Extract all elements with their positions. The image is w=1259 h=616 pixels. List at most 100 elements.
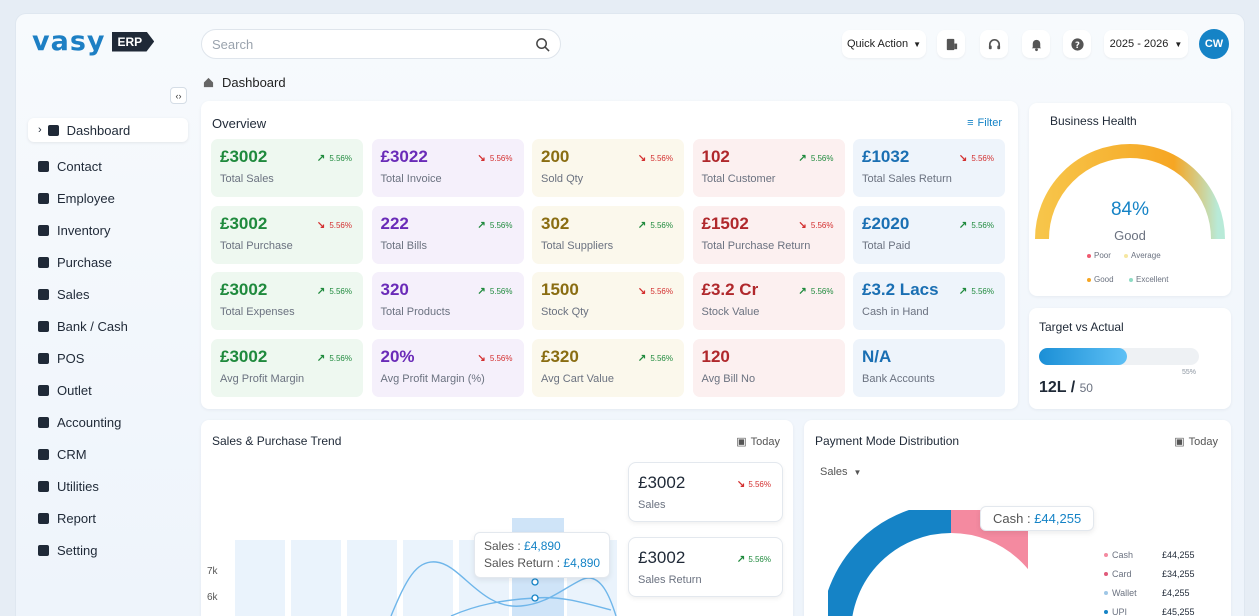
- kpi-value: 102: [701, 147, 730, 166]
- kpi-value: £2020: [862, 213, 910, 233]
- kpi-value: £3002: [220, 213, 268, 233]
- avatar[interactable]: CW: [1199, 29, 1229, 59]
- kpi-tile[interactable]: £3002 Total Sales ↗ 5.56%: [211, 139, 363, 197]
- kpi-change: ↘ 5.56%: [477, 153, 512, 164]
- sidebar-item-inventory[interactable]: Inventory: [28, 218, 188, 242]
- payment-type-select[interactable]: Sales ▼: [820, 466, 861, 478]
- business-health-title: Business Health: [1050, 114, 1137, 128]
- sidebar-item-purchase[interactable]: Purchase: [28, 250, 188, 274]
- kpi-tile[interactable]: 222 Total Bills ↗ 5.56%: [371, 205, 524, 264]
- brand-logo[interactable]: vasy ERP: [32, 26, 155, 57]
- kpi-tile[interactable]: 20% Avg Profit Margin (%) ↘ 5.56%: [371, 338, 524, 397]
- legend-dot: [1104, 553, 1108, 557]
- kpi-tile[interactable]: N/A Bank Accounts: [853, 338, 1005, 397]
- legend-poor: Poor: [1087, 251, 1111, 260]
- legend-label: Poor: [1094, 251, 1111, 260]
- sidebar-item-sales[interactable]: Sales: [28, 282, 188, 306]
- sidebar-item-label: Accounting: [57, 414, 122, 430]
- sidebar-item-accounting[interactable]: Accounting: [28, 410, 188, 434]
- kpi-change: ↗ 5.56%: [959, 286, 994, 297]
- mini-label: Sales: [638, 499, 666, 511]
- kpi-tile[interactable]: £3002 Total Purchase ↘ 5.56%: [211, 205, 363, 264]
- kpi-change: ↘ 5.56%: [798, 220, 833, 231]
- kpi-change-value: 5.56%: [650, 353, 673, 363]
- trend-period-label: Today: [750, 435, 780, 448]
- kpi-tile[interactable]: £3022 Total Invoice ↘ 5.56%: [371, 139, 524, 197]
- support-button[interactable]: [980, 30, 1008, 58]
- kpi-tile[interactable]: 200 Sold Qty ↘ 5.56%: [532, 139, 684, 197]
- sidebar-item-employee[interactable]: Employee: [28, 186, 188, 210]
- trend-up-icon: ↗: [736, 554, 746, 565]
- sales-icon: [38, 288, 49, 300]
- trend-period-selector[interactable]: ▣ Today: [736, 435, 780, 449]
- kpi-change-value: 5.56%: [650, 220, 673, 230]
- kpi-change: ↗ 5.56%: [477, 286, 512, 297]
- legend-label: Good: [1094, 275, 1114, 284]
- sidebar-item-label: POS: [57, 350, 85, 366]
- overview-title: Overview: [212, 116, 267, 131]
- legend-label: Average: [1131, 251, 1161, 260]
- kpi-label: Cash in Hand: [862, 306, 929, 318]
- target-percent: 55%: [1182, 369, 1197, 376]
- help-icon: ?: [1070, 37, 1084, 51]
- tooltip-value: £44,255: [1034, 511, 1082, 526]
- kpi-tile[interactable]: 102 Total Customer ↗ 5.56%: [692, 139, 845, 197]
- sidebar-item-contact[interactable]: Contact: [28, 154, 188, 178]
- filter-button[interactable]: ≡ Filter: [967, 117, 1002, 129]
- kpi-tile[interactable]: 120 Avg Bill No: [692, 338, 845, 397]
- sidebar-item-bank-cash[interactable]: Bank / Cash: [28, 314, 188, 338]
- kpi-tile[interactable]: £3.2 Lacs Cash in Hand ↗ 5.56%: [853, 272, 1005, 330]
- kpi-change-value: 5.56%: [329, 220, 352, 230]
- trend-up-icon: ↗: [798, 153, 807, 164]
- sidebar-item-label: Report: [57, 510, 97, 526]
- home-icon[interactable]: [203, 77, 214, 88]
- sidebar-item-pos[interactable]: POS: [28, 346, 188, 370]
- brand-badge: ERP: [111, 31, 155, 52]
- sidebar: › Dashboard Contact Employee Inventory Purcha…: [28, 118, 188, 570]
- quick-action-button[interactable]: Quick Action ▼: [842, 30, 926, 58]
- sales-purchase-trend-card: Sales & Purchase Trend ▣ Today 7k 6k Sal…: [201, 420, 793, 616]
- help-button[interactable]: ?: [1063, 30, 1091, 58]
- sidebar-item-label: Inventory: [57, 222, 111, 238]
- sales-point: [531, 578, 539, 586]
- business-health-card: Business Health 84% Good Poor Average Go…: [1029, 103, 1231, 296]
- search-icon[interactable]: [535, 37, 550, 52]
- notifications-button[interactable]: [1022, 30, 1050, 58]
- sidebar-item-label: Contact: [57, 158, 102, 174]
- legend-dot: [1104, 572, 1108, 576]
- kpi-tile[interactable]: £3002 Avg Profit Margin ↗ 5.56%: [211, 338, 363, 397]
- kpi-change-value: 5.56%: [329, 154, 352, 163]
- kpi-tile[interactable]: £2020 Total Paid ↗ 5.56%: [853, 205, 1005, 264]
- tooltip-return-value: £4,890: [563, 556, 601, 570]
- sidebar-item-utilities[interactable]: Utilities: [28, 474, 188, 498]
- search-input[interactable]: [212, 36, 535, 52]
- sidebar-item-report[interactable]: Report: [28, 506, 188, 530]
- bar-chart-icon: [38, 512, 49, 524]
- kpi-tile[interactable]: £1032 Total Sales Return ↘ 5.56%: [853, 139, 1005, 197]
- payment-period-selector[interactable]: ▣ Today: [1174, 435, 1218, 449]
- tooltip-sales-value: £4,890: [524, 539, 561, 553]
- pos-button[interactable]: [937, 30, 965, 58]
- trend-down-icon: ↘: [477, 352, 486, 364]
- target-progress-bar: [1039, 348, 1199, 365]
- payment-tooltip: Cash : £44,255: [980, 506, 1095, 531]
- kpi-tile[interactable]: 1500 Stock Qty ↘ 5.56%: [532, 272, 684, 330]
- kpi-change: ↘ 5.56%: [959, 153, 994, 164]
- sidebar-item-dashboard[interactable]: › Dashboard: [28, 118, 188, 142]
- kpi-tile[interactable]: £3.2 Cr Stock Value ↗ 5.56%: [692, 272, 845, 330]
- kpi-tile[interactable]: 302 Total Suppliers ↗ 5.56%: [532, 205, 684, 264]
- year-selector[interactable]: 2025 - 2026 ▼: [1104, 30, 1188, 58]
- legend-dot: [1104, 610, 1108, 614]
- sidebar-item-setting[interactable]: Setting: [28, 538, 188, 562]
- sidebar-toggle[interactable]: ‹›: [170, 87, 187, 104]
- gear-icon: [38, 544, 49, 556]
- payment-legend-item: Cash £44,255: [1104, 550, 1214, 560]
- kpi-tile[interactable]: £3002 Total Expenses ↗ 5.56%: [211, 272, 363, 330]
- kpi-tile[interactable]: £1502 Total Purchase Return ↘ 5.56%: [692, 205, 845, 264]
- sidebar-item-crm[interactable]: CRM: [28, 442, 188, 466]
- kpi-change-value: 5.56%: [489, 154, 513, 163]
- trend-up-icon: ↗: [477, 286, 486, 297]
- sidebar-item-outlet[interactable]: Outlet: [28, 378, 188, 402]
- kpi-tile[interactable]: £320 Avg Cart Value ↗ 5.56%: [532, 338, 684, 397]
- kpi-tile[interactable]: 320 Total Products ↗ 5.56%: [371, 272, 524, 330]
